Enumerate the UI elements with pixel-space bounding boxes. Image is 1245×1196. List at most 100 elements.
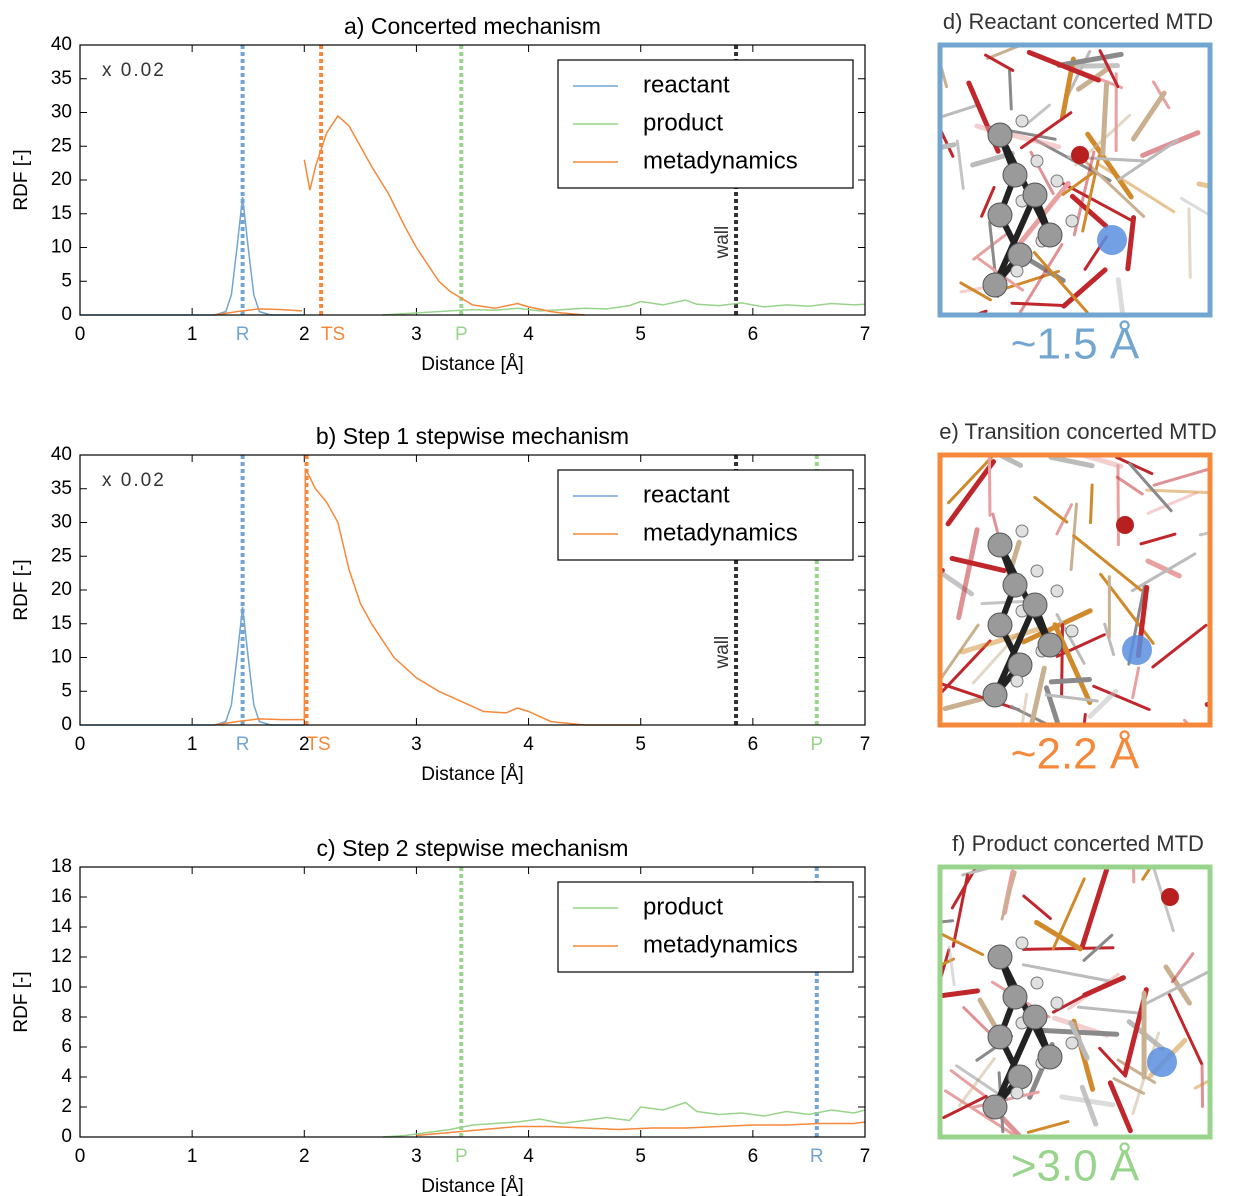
carbon-atom <box>1037 222 1063 248</box>
bond <box>1085 131 1134 200</box>
x-tick-label: 1 <box>187 324 198 345</box>
bond <box>1032 251 1089 314</box>
bond <box>1061 267 1108 309</box>
x-tick-label: 5 <box>635 324 646 345</box>
bond <box>1092 684 1151 712</box>
bond <box>940 57 949 89</box>
marker-label: wall <box>712 226 733 260</box>
hydrogen-atom <box>1030 154 1044 168</box>
y-tick-label: 14 <box>51 916 73 937</box>
bond <box>1023 103 1051 128</box>
bond <box>1082 933 1114 962</box>
y-tick-label: 25 <box>51 545 72 566</box>
bond <box>1114 455 1154 476</box>
bond <box>1144 969 1210 1006</box>
bond <box>961 867 999 877</box>
panel-title: f) Product concerted MTD <box>952 831 1204 856</box>
bond <box>1010 705 1052 725</box>
oxygen-atom <box>1116 516 1134 534</box>
bond <box>940 948 951 987</box>
annotation: x 0.02 <box>102 60 166 81</box>
panel-distance: ~1.5 Å <box>1011 320 1140 369</box>
bond <box>1152 467 1210 487</box>
x-tick-label: 3 <box>411 324 422 345</box>
bond <box>1131 666 1141 700</box>
legend-label: product <box>643 109 723 136</box>
carbon-atom <box>987 122 1013 148</box>
panel-frame <box>937 452 1213 728</box>
y-tick-label: 25 <box>51 135 72 156</box>
oxygen-atom <box>1161 888 1179 906</box>
series-line <box>80 606 305 726</box>
y-tick-label: 15 <box>51 203 72 224</box>
carbon-atom <box>982 682 1008 708</box>
bond <box>1146 491 1198 515</box>
y-tick-label: 5 <box>61 270 72 291</box>
oxygen-atom <box>1071 146 1089 164</box>
bond <box>1056 51 1124 68</box>
carbon-atom <box>1002 984 1028 1010</box>
x-axis-label: Distance [Å] <box>421 1176 523 1196</box>
bond <box>1043 685 1061 725</box>
panel-frame <box>937 42 1213 318</box>
bond <box>1079 867 1109 949</box>
hydrogen-atom <box>1050 584 1064 598</box>
carbon-atom <box>987 944 1013 970</box>
y-tick-label: 40 <box>51 34 72 55</box>
chart: c) Step 2 stepwise mechanism Distance [Å]… <box>11 835 870 1196</box>
hydrogen-atom <box>1050 996 1064 1010</box>
series-line <box>382 299 866 316</box>
bond <box>1016 242 1064 315</box>
x-tick-label: 6 <box>748 734 759 755</box>
bond <box>1026 1120 1070 1134</box>
bond <box>940 988 980 999</box>
bond <box>959 281 992 302</box>
y-axis-label: RDF [-] <box>11 971 32 1032</box>
carbon-atom <box>1022 182 1048 208</box>
panel-distance: ~2.2 Å <box>1011 730 1140 779</box>
bond <box>945 459 997 527</box>
marker-label: TS <box>306 734 330 755</box>
bond <box>940 957 956 967</box>
x-tick-label: 7 <box>860 324 871 345</box>
series-line <box>214 114 585 316</box>
bond <box>997 133 1053 237</box>
bond <box>1139 532 1177 546</box>
bond <box>1107 1080 1133 1134</box>
bond <box>1061 171 1095 196</box>
x-tick-label: 0 <box>75 1146 86 1167</box>
bond <box>941 103 979 118</box>
panel-distance: >3.0 Å <box>1011 1142 1140 1191</box>
axes-frame <box>79 44 866 316</box>
marker-label: TS <box>321 324 345 345</box>
x-tick-label: 4 <box>523 1146 534 1167</box>
bond <box>1041 1027 1120 1037</box>
x-tick-label: 2 <box>299 734 310 755</box>
axes-frame <box>79 866 866 1138</box>
y-tick-label: 5 <box>61 680 72 701</box>
x-axis-label: Distance [Å] <box>421 354 523 375</box>
y-tick-label: 30 <box>51 102 72 123</box>
bond <box>1087 688 1119 719</box>
y-axis-label: RDF [-] <box>11 559 32 620</box>
panel-title: e) Transition concerted MTD <box>939 419 1217 444</box>
molecule-image <box>940 45 1210 315</box>
x-tick-label: 0 <box>75 734 86 755</box>
bond <box>940 682 1021 712</box>
bond <box>1072 534 1143 592</box>
bond <box>1020 692 1029 725</box>
hydrogen-atom <box>1065 1036 1079 1050</box>
bond <box>940 931 985 957</box>
y-tick-label: 4 <box>61 1066 72 1087</box>
carbon-atom <box>1002 572 1028 598</box>
bond <box>1069 193 1109 229</box>
series-line <box>416 1121 866 1137</box>
bond <box>1052 622 1093 706</box>
bond <box>994 455 1024 468</box>
bond <box>1026 49 1101 83</box>
hydrogen-atom <box>1030 564 1044 578</box>
annotation: x 0.02 <box>102 470 166 491</box>
bond <box>1145 558 1182 579</box>
bond <box>992 603 1038 697</box>
bond <box>1059 1094 1116 1108</box>
